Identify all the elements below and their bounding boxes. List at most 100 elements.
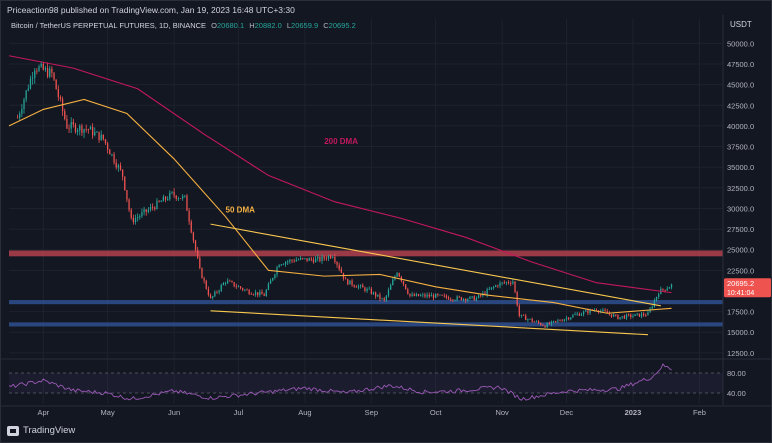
zone-support-lower [9,322,723,327]
candle-body [469,296,471,300]
candle-body [555,320,557,322]
candle-body [177,198,180,200]
candle-body [134,218,137,223]
tradingview-logo[interactable]: TradingView [7,425,75,436]
candle-body [53,72,55,80]
candle-body [666,288,668,291]
candle-body [608,313,611,315]
candle-body [145,209,147,212]
close-label: C [323,21,329,30]
candle-body [557,320,559,322]
x-tick-label: Feb [693,408,706,417]
y-tick-label: 32500.0 [727,184,754,193]
candle-body [274,274,276,279]
y-tick-label: 15000.0 [727,328,754,337]
candle-body [546,323,548,328]
candle-body [589,309,591,314]
x-tick-label: Oct [430,408,443,417]
candle-body [623,316,626,319]
candle-body [115,162,117,168]
candle-body [57,89,59,98]
candle-body [190,221,192,233]
candle-body [207,288,210,296]
candle-body [126,190,128,200]
candle-body [87,129,89,131]
candle-body [424,294,426,297]
candle-body [347,279,349,285]
candle-body [248,290,250,294]
candle-body [154,207,156,210]
candle-body [368,288,370,290]
annotation-label: 200 DMA [324,137,358,146]
candle-body [340,269,342,273]
candle-body [505,282,508,283]
last-price-badge [724,278,771,298]
candle-body [40,63,42,67]
candle-body [452,299,454,301]
candle-body [359,285,362,287]
candle-body [38,66,40,71]
candle-body [351,280,353,286]
candle-body [613,314,615,317]
candle-body [366,288,368,291]
candle-body [510,283,512,284]
candle-body [209,295,212,298]
candle-body [188,210,190,222]
candle-body [143,209,145,213]
candle-body [336,261,338,265]
candle-body [375,292,377,297]
candle-body [390,285,392,290]
candle-body [460,297,463,301]
candle-body [310,258,312,260]
candle-body [141,212,143,217]
candle-body [216,291,218,293]
x-tick-label: May [101,408,115,417]
rsi-tick-label: 80.00 [727,369,746,378]
candle-body [405,284,407,290]
y-tick-label: 40000.0 [727,122,754,131]
candle-body [417,294,420,297]
candle-body [411,294,413,296]
candle-body [477,295,480,299]
high-label: H [249,21,255,30]
candle-body [387,289,390,296]
candle-body [233,282,235,287]
candle-body [655,296,658,301]
candle-body [239,286,242,289]
candle-body [91,126,94,136]
candle-body [447,297,450,300]
candle-body [537,321,540,323]
candle-body [585,310,587,312]
candle-body [164,196,167,200]
candle-body [435,293,437,298]
candle-body [437,293,439,296]
candle-body [497,285,499,287]
candle-body [420,295,422,297]
candle-body [550,321,553,325]
candle-body [179,198,182,200]
brand-label: TradingView [23,425,76,436]
candle-body [308,258,310,261]
candle-body [113,154,115,163]
candle-body [246,289,248,291]
candle-body [34,70,36,78]
candle-body [162,196,165,202]
candle-body [422,294,424,296]
close-value: 20695.2 [328,21,356,30]
y-tick-label: 47500.0 [727,60,754,69]
candle-body [480,295,482,296]
candle-body [565,317,568,320]
candle-body [450,299,452,301]
rsi-tick-label: 40.00 [727,389,746,398]
symbol-name: Bitcoin / TetherUS PERPETUAL FUTURES, 1D… [11,21,207,30]
candle-body [658,294,660,297]
publish-line: Priceaction98 published on TradingView.c… [7,5,295,15]
y-tick-label: 25000.0 [727,246,754,255]
candle-body [106,143,109,150]
candle-body [552,320,555,322]
candle-body [319,256,321,262]
candle-body [617,314,619,320]
candle-body [383,298,385,300]
